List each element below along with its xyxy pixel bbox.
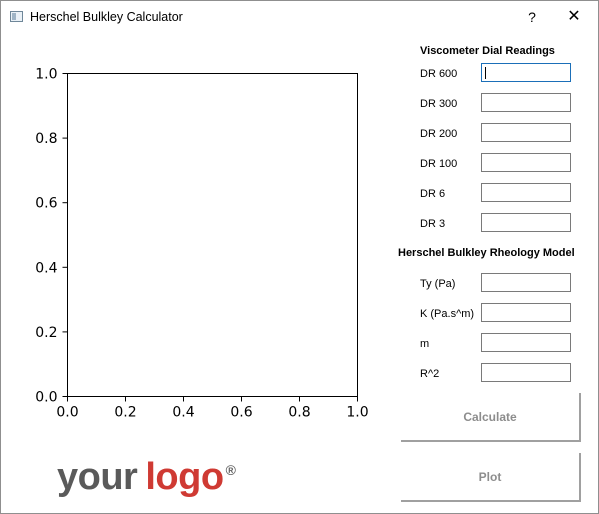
y-tick-label: 0.6	[35, 196, 57, 212]
dr3-input[interactable]	[481, 213, 571, 232]
y-tick-label: 0.0	[35, 390, 57, 406]
flow-index-m-label: m	[420, 338, 430, 350]
y-axis: 0.0 0.2 0.4 0.6 0.8 1.0	[35, 67, 68, 406]
text-cursor	[485, 67, 486, 79]
dr600-input[interactable]	[481, 63, 571, 82]
title-bar: Herschel Bulkley Calculator ? ✕	[1, 1, 598, 33]
y-tick-label: 1.0	[35, 67, 57, 83]
x-tick-label: 1.0	[346, 405, 368, 421]
dr3-label: DR 3	[420, 218, 446, 230]
dr100-label: DR 100	[420, 158, 458, 170]
dr300-label: DR 300	[420, 98, 458, 110]
plot-button[interactable]: Plot	[401, 453, 581, 502]
viscometer-section-title: Viscometer Dial Readings	[420, 45, 555, 57]
y-tick-label: 0.2	[35, 325, 57, 341]
x-tick-label: 0.2	[114, 405, 136, 421]
yield-stress-label: Ty (Pa)	[420, 278, 456, 290]
dr6-input[interactable]	[481, 183, 571, 202]
window-title: Herschel Bulkley Calculator	[30, 10, 183, 24]
calculate-button[interactable]: Calculate	[401, 393, 581, 442]
yield-stress-output[interactable]	[481, 273, 571, 292]
help-button[interactable]: ?	[528, 9, 536, 25]
registered-mark-icon: ®	[225, 462, 236, 478]
dr6-label: DR 6	[420, 188, 446, 200]
x-tick-label: 0.6	[230, 405, 252, 421]
close-button[interactable]: ✕	[567, 8, 581, 25]
plot-area: 0.0 0.2 0.4 0.6 0.8 1.0 0.0 0.2 0.4 0.6 0.8 1.0	[35, 67, 369, 421]
company-logo: your logo ®	[57, 456, 236, 500]
y-tick-label: 0.4	[35, 260, 57, 276]
flow-index-m-output[interactable]	[481, 333, 571, 352]
app-window-icon	[10, 11, 23, 22]
r-squared-label: R^2	[420, 368, 440, 380]
model-section-title: Herschel Bulkley Rheology Model	[398, 247, 575, 259]
dr600-label: DR 600	[420, 68, 458, 80]
r-squared-output[interactable]	[481, 363, 571, 382]
consistency-k-output[interactable]	[481, 303, 571, 322]
x-tick-label: 0.4	[172, 405, 194, 421]
x-axis: 0.0 0.2 0.4 0.6 0.8 1.0	[56, 396, 369, 421]
y-tick-label: 0.8	[35, 131, 57, 147]
logo-word-logo: logo	[145, 456, 224, 498]
consistency-k-label: K (Pa.s^m)	[420, 308, 475, 320]
x-tick-label: 0.8	[288, 405, 310, 421]
dr100-input[interactable]	[481, 153, 571, 172]
logo-word-your: your	[57, 456, 138, 498]
dr300-input[interactable]	[481, 93, 571, 112]
dr200-input[interactable]	[481, 123, 571, 142]
dr200-label: DR 200	[420, 128, 458, 140]
x-tick-label: 0.0	[56, 405, 78, 421]
plot-axes-frame	[67, 73, 358, 397]
